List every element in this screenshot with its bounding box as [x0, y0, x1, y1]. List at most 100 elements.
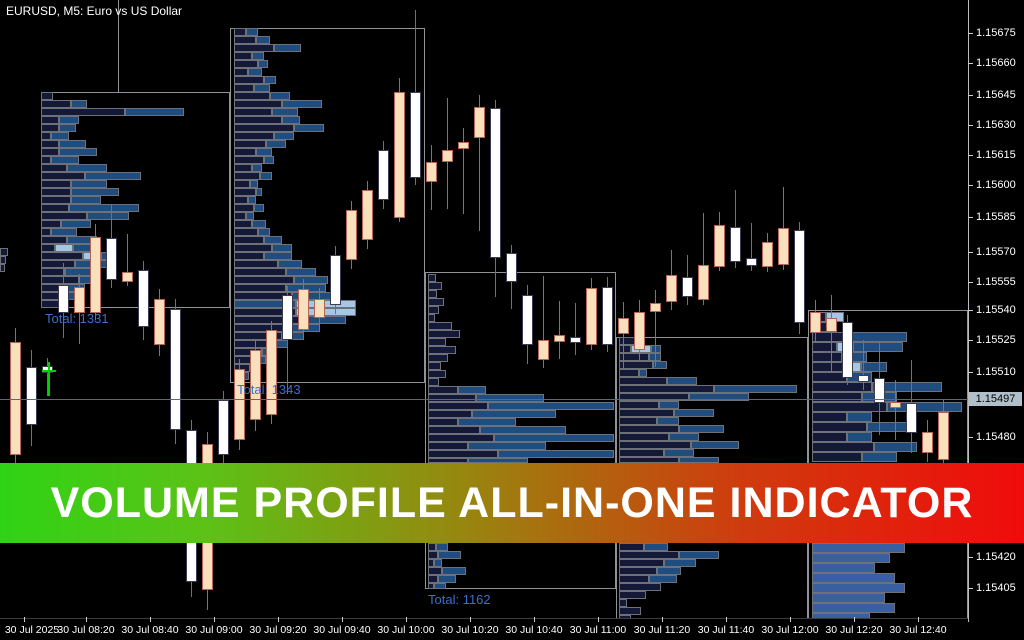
time-tick-label: 30 Jul 10:40 — [505, 624, 563, 636]
volume-profile-bar — [812, 543, 905, 553]
current-price-label: 1.15497 — [969, 392, 1022, 406]
candle-body — [666, 275, 677, 302]
volume-profile-bar — [71, 196, 101, 204]
volume-profile-bar — [619, 551, 679, 559]
volume-profile-bar — [234, 28, 246, 36]
volume-profile-bar — [41, 252, 83, 260]
volume-profile-bar — [428, 330, 460, 338]
volume-profile-bar — [282, 100, 322, 108]
volume-profile-bar — [874, 442, 917, 452]
price-tick-label: 1.15405 — [976, 582, 1016, 594]
volume-profile-bar — [653, 361, 667, 369]
candle-wick — [127, 234, 128, 286]
time-tick-label: 30 Jul 09:20 — [249, 624, 307, 636]
candle-wick — [575, 303, 576, 355]
candle-body — [938, 412, 949, 460]
candle-body — [762, 242, 773, 267]
volume-profile-bar — [41, 92, 53, 100]
volume-profile-bar — [852, 332, 907, 342]
volume-profile-bar — [428, 551, 438, 559]
volume-profile-bar — [428, 567, 442, 575]
volume-profile-bar — [812, 442, 874, 452]
volume-profile-bar — [274, 44, 301, 52]
time-tick-label: 30 Jul 11:40 — [697, 624, 755, 636]
volume-profile-bar — [428, 386, 458, 394]
time-tick — [214, 617, 215, 622]
volume-profile-bar — [258, 60, 268, 68]
volume-profile-bar — [812, 603, 895, 613]
volume-profile-bar — [41, 228, 51, 236]
volume-profile-bar — [252, 164, 262, 172]
volume-profile-box — [425, 272, 616, 589]
candle-body — [106, 238, 117, 280]
volume-profile-bar — [234, 164, 252, 172]
candle-body — [90, 237, 101, 313]
promo-banner: VOLUME PROFILE ALL-IN-ONE INDICATOR — [0, 463, 1024, 543]
volume-profile-bar — [428, 290, 437, 298]
volume-profile-bar — [41, 244, 55, 252]
profile-total-label: Total: 1162 — [428, 592, 491, 607]
price-tick — [968, 155, 973, 156]
time-tick-label: 30 Jul 12:20 — [825, 624, 883, 636]
volume-profile-bar — [494, 434, 614, 442]
volume-profile-bar — [0, 256, 6, 264]
volume-profile-bar — [234, 244, 272, 252]
volume-profile-bar — [428, 410, 472, 418]
time-axis[interactable] — [0, 618, 1024, 640]
volume-profile-bar — [428, 282, 442, 290]
volume-profile-bar — [294, 124, 324, 132]
volume-profile-bar — [41, 260, 75, 268]
volume-profile-bar — [41, 300, 59, 308]
time-tick-label: 30 Jul 2025 — [4, 624, 60, 636]
candle-body — [890, 402, 901, 408]
volume-profile-bar — [51, 228, 77, 236]
volume-profile-bar — [0, 264, 5, 272]
volume-profile-bar — [234, 108, 272, 116]
candle-body — [586, 288, 597, 345]
volume-profile-bar — [619, 599, 627, 607]
volume-profile-bar — [234, 140, 266, 148]
price-tick — [968, 33, 973, 34]
volume-profile-bar — [252, 52, 264, 60]
volume-profile-bar — [266, 140, 286, 148]
price-tick — [968, 588, 973, 589]
candle-wick — [479, 95, 480, 231]
price-axis-line — [968, 0, 969, 622]
volume-profile-bar — [619, 385, 714, 393]
volume-profile-bar — [252, 220, 266, 228]
volume-profile-bar — [812, 573, 895, 583]
volume-profile-bar — [619, 457, 679, 463]
candle-body — [10, 342, 21, 455]
candle-body — [378, 150, 389, 200]
volume-profile-bar — [234, 172, 260, 180]
volume-profile-bar — [234, 116, 282, 124]
volume-profile-bar — [428, 338, 446, 346]
volume-profile-bar — [428, 354, 448, 362]
volume-profile-bar — [476, 394, 544, 402]
volume-profile-bar — [234, 316, 304, 324]
volume-profile-bar — [234, 228, 258, 236]
candle-body — [538, 340, 549, 360]
volume-profile-bar — [234, 68, 248, 76]
volume-profile-bar — [41, 212, 87, 220]
volume-profile-bar — [847, 432, 872, 442]
time-tick — [854, 617, 855, 622]
volume-profile-bar — [264, 236, 282, 244]
volume-profile-bar — [428, 426, 480, 434]
candle-wick — [831, 295, 832, 372]
price-tick — [968, 310, 973, 311]
volume-profile-bar — [428, 298, 444, 306]
volume-profile-bar — [428, 322, 452, 330]
volume-profile-bar — [812, 402, 887, 412]
volume-profile-bar — [679, 425, 724, 433]
volume-profile-bar — [258, 228, 270, 236]
volume-profile-bar — [246, 212, 254, 220]
volume-profile-bar — [812, 412, 847, 422]
price-tick — [968, 185, 973, 186]
volume-profile-bar — [812, 432, 847, 442]
volume-profile-bar — [679, 457, 719, 463]
volume-profile-bar — [428, 418, 458, 426]
price-tick — [968, 125, 973, 126]
volume-profile-bar — [714, 385, 797, 393]
